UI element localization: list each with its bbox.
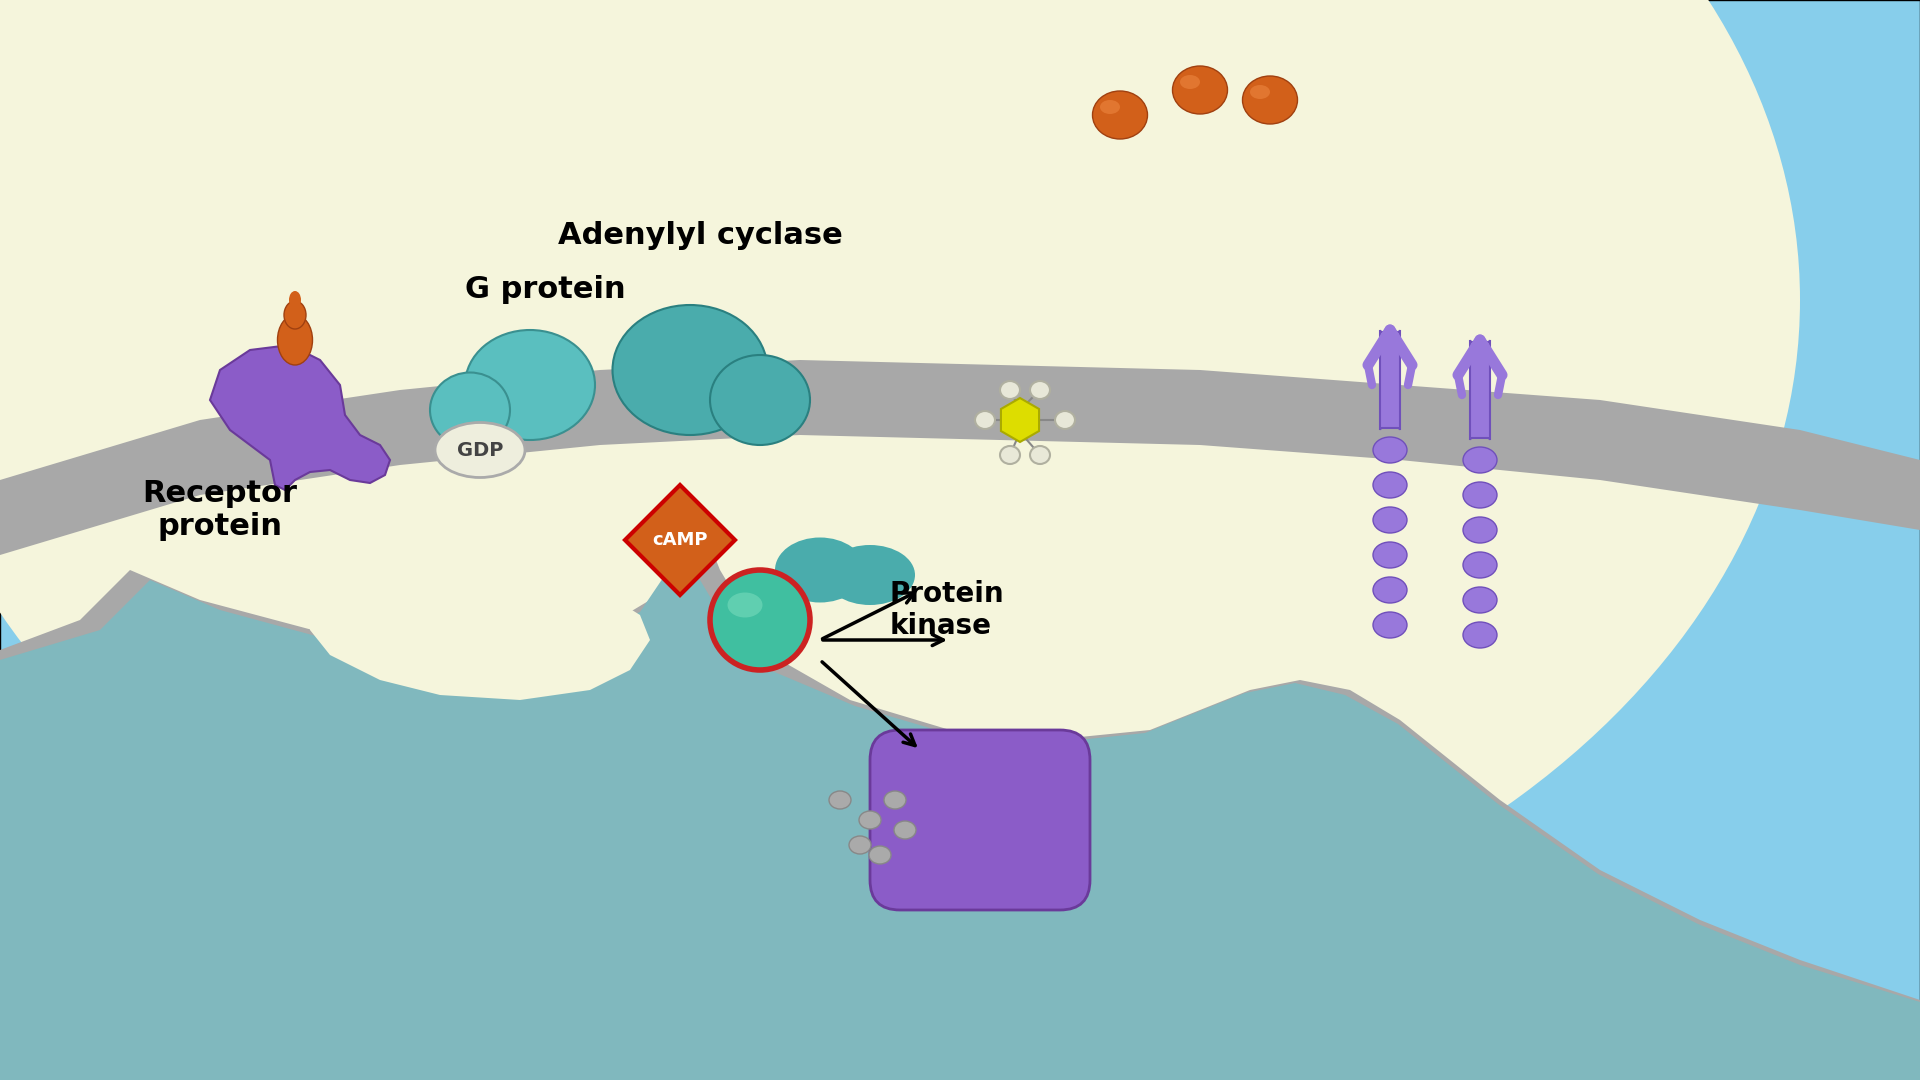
Ellipse shape [612, 305, 768, 435]
Ellipse shape [829, 791, 851, 809]
Ellipse shape [826, 545, 916, 605]
Text: cAMP: cAMP [653, 531, 708, 549]
Ellipse shape [1463, 622, 1498, 648]
Ellipse shape [1463, 447, 1498, 473]
Ellipse shape [1092, 91, 1148, 139]
Ellipse shape [1373, 577, 1407, 603]
Ellipse shape [1373, 507, 1407, 534]
Ellipse shape [1463, 517, 1498, 543]
Polygon shape [0, 360, 1920, 555]
Ellipse shape [883, 791, 906, 809]
Polygon shape [209, 345, 390, 490]
Ellipse shape [1000, 446, 1020, 464]
Ellipse shape [858, 811, 881, 829]
Text: G protein: G protein [465, 275, 626, 305]
Ellipse shape [465, 330, 595, 440]
Ellipse shape [1373, 472, 1407, 498]
Ellipse shape [1463, 552, 1498, 578]
FancyBboxPatch shape [870, 730, 1091, 910]
Ellipse shape [430, 373, 511, 447]
Polygon shape [626, 485, 735, 595]
Ellipse shape [290, 291, 301, 309]
Ellipse shape [1373, 437, 1407, 463]
Ellipse shape [1173, 66, 1227, 114]
Ellipse shape [710, 355, 810, 445]
FancyBboxPatch shape [1471, 340, 1490, 440]
Polygon shape [309, 570, 651, 700]
Ellipse shape [1181, 75, 1200, 89]
Ellipse shape [870, 846, 891, 864]
Ellipse shape [436, 422, 524, 477]
Ellipse shape [278, 315, 313, 365]
Polygon shape [1000, 399, 1039, 442]
Ellipse shape [1029, 381, 1050, 399]
Ellipse shape [1250, 85, 1269, 99]
Ellipse shape [1463, 588, 1498, 613]
Ellipse shape [849, 836, 872, 854]
Ellipse shape [1029, 446, 1050, 464]
Text: Adenylyl cyclase: Adenylyl cyclase [557, 220, 843, 249]
Ellipse shape [895, 821, 916, 839]
Ellipse shape [1463, 482, 1498, 508]
Ellipse shape [0, 0, 1801, 1000]
Ellipse shape [975, 411, 995, 429]
Ellipse shape [710, 570, 810, 670]
Text: Protein
kinase: Protein kinase [891, 580, 1004, 640]
Ellipse shape [284, 301, 305, 329]
Ellipse shape [1373, 542, 1407, 568]
FancyBboxPatch shape [1380, 330, 1400, 430]
Ellipse shape [1373, 612, 1407, 638]
Ellipse shape [1054, 411, 1075, 429]
Ellipse shape [1000, 381, 1020, 399]
Ellipse shape [1242, 76, 1298, 124]
Polygon shape [0, 519, 1920, 1080]
Ellipse shape [728, 593, 762, 618]
Ellipse shape [776, 538, 866, 603]
Polygon shape [0, 545, 1920, 1080]
Text: Receptor
protein: Receptor protein [142, 478, 298, 541]
Ellipse shape [1100, 100, 1119, 114]
Text: GDP: GDP [457, 441, 503, 459]
